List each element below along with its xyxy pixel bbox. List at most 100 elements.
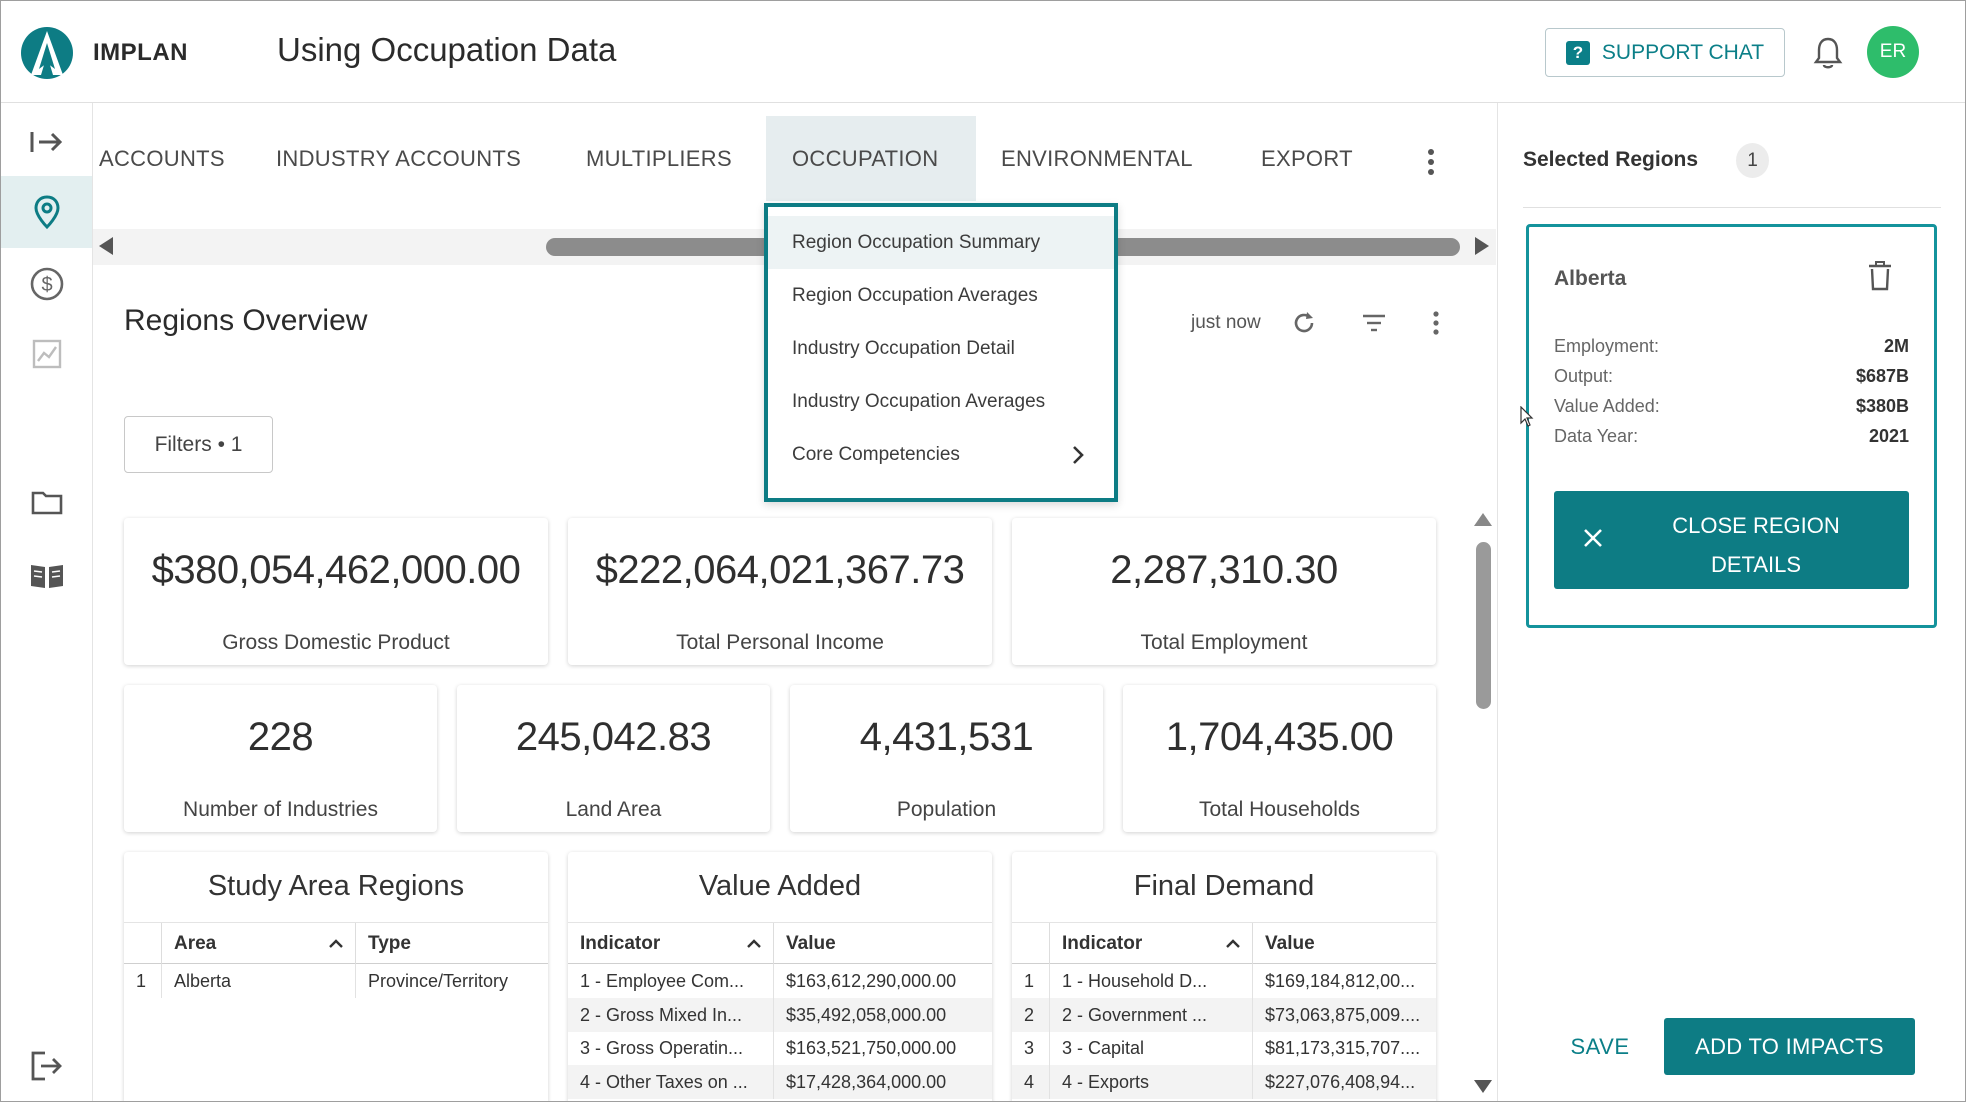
menu-item-label: Core Competencies bbox=[792, 443, 960, 465]
menu-item-industry-occupation-averages[interactable]: Industry Occupation Averages bbox=[768, 375, 1114, 428]
stat-value: 1,704,435.00 bbox=[1165, 715, 1394, 759]
stat-label: Total Households bbox=[1198, 798, 1361, 821]
user-avatar[interactable]: ER bbox=[1867, 26, 1919, 78]
cell-value: $227,076,408,94... bbox=[1265, 1071, 1416, 1092]
trash-icon[interactable] bbox=[1867, 261, 1893, 291]
results-tabs: ACCOUNTS INDUSTRY ACCOUNTS MULTIPLIERS O… bbox=[93, 116, 1496, 201]
row-number: 4 bbox=[1012, 1065, 1050, 1099]
menu-item-industry-occupation-detail[interactable]: Industry Occupation Detail bbox=[768, 322, 1114, 375]
table-row[interactable]: 4 - Other Taxes on ... $17,428,364,000.0… bbox=[568, 1065, 992, 1099]
menu-item-region-occupation-summary[interactable]: Region Occupation Summary bbox=[768, 216, 1114, 269]
nav-help-library[interactable] bbox=[1, 540, 92, 612]
sort-ascending-icon[interactable] bbox=[1226, 939, 1240, 948]
menu-item-region-occupation-averages[interactable]: Region Occupation Averages bbox=[768, 269, 1114, 322]
column-header-value[interactable]: Value bbox=[774, 923, 992, 964]
selected-regions-count-badge: 1 bbox=[1736, 143, 1769, 178]
stat-value: $222,064,021,367.73 bbox=[595, 548, 965, 592]
nav-impacts[interactable]: $ bbox=[1, 248, 92, 320]
overview-more-button[interactable] bbox=[1421, 308, 1451, 338]
study-area-regions-panel: Study Area Regions Area Type 1 Alberta P… bbox=[124, 852, 548, 1101]
table-row[interactable]: 1 Alberta Province/Territory bbox=[124, 964, 548, 998]
content-scrollbar-thumb[interactable] bbox=[1476, 542, 1491, 709]
stat-card-personal-income: $222,064,021,367.73 Total Personal Incom… bbox=[568, 518, 992, 665]
nav-results[interactable] bbox=[1, 318, 92, 390]
support-chat-button[interactable]: ? SUPPORT CHAT bbox=[1545, 28, 1785, 77]
page-title: Using Occupation Data bbox=[277, 31, 617, 68]
cell-indicator: 1 - Household D... bbox=[1050, 964, 1253, 998]
tab-occupation[interactable]: OCCUPATION bbox=[766, 116, 976, 201]
folder-icon bbox=[31, 491, 62, 515]
filters-button[interactable]: Filters • 1 bbox=[124, 416, 273, 473]
more-tabs-icon[interactable] bbox=[1425, 147, 1437, 177]
tab-environmental[interactable]: ENVIRONMENTAL bbox=[1001, 145, 1193, 171]
column-header-indicator[interactable]: Indicator bbox=[568, 923, 774, 964]
stat-value: 228 bbox=[247, 715, 314, 759]
row-number: 2 bbox=[1012, 998, 1050, 1032]
chevron-right-icon bbox=[1073, 445, 1084, 464]
column-label: Value bbox=[1265, 932, 1315, 954]
nav-regions[interactable] bbox=[1, 176, 92, 248]
menu-item-core-competencies[interactable]: Core Competencies bbox=[768, 428, 1114, 481]
nav-projects[interactable] bbox=[1, 466, 92, 538]
cell-indicator: 2 - Gross Mixed In... bbox=[568, 998, 774, 1032]
filter-button[interactable] bbox=[1359, 308, 1389, 338]
dollar-icon: $ bbox=[30, 267, 63, 301]
sort-ascending-icon[interactable] bbox=[747, 939, 761, 948]
scroll-right-icon[interactable] bbox=[1475, 237, 1489, 255]
table-row[interactable]: 3 3 - Capital $81,173,315,707.... bbox=[1012, 1031, 1436, 1065]
table-row[interactable]: 3 - Gross Operatin... $163,521,750,000.0… bbox=[568, 1031, 992, 1065]
left-nav-rail: $ bbox=[1, 103, 93, 1101]
expand-nav-button[interactable] bbox=[1, 106, 92, 178]
tab-industry-accounts[interactable]: INDUSTRY ACCOUNTS bbox=[276, 145, 522, 171]
column-header-indicator[interactable]: Indicator bbox=[1050, 923, 1253, 964]
cell-value: $35,492,058,000.00 bbox=[786, 1004, 947, 1025]
stat-label: Land Area bbox=[565, 798, 662, 821]
occupation-dropdown-menu: Region Occupation Summary Region Occupat… bbox=[764, 203, 1118, 502]
region-detail-data-year: Data Year: 2021 bbox=[1554, 426, 1909, 447]
table-row[interactable]: 2 2 - Government ... $73,063,875,009.... bbox=[1012, 998, 1436, 1032]
detail-label: Data Year: bbox=[1554, 426, 1639, 446]
scroll-down-icon[interactable] bbox=[1474, 1080, 1492, 1093]
detail-value: $687B bbox=[1855, 366, 1909, 386]
table-row[interactable]: 4 4 - Exports $227,076,408,94... bbox=[1012, 1065, 1436, 1099]
cell-indicator: 4 - Other Taxes on ... bbox=[568, 1065, 774, 1099]
cell-value: $163,521,750,000.00 bbox=[786, 1037, 957, 1058]
close-icon bbox=[1584, 529, 1602, 547]
scroll-up-icon[interactable] bbox=[1474, 513, 1492, 526]
stat-value: 4,431,531 bbox=[859, 715, 1034, 759]
cell-indicator: 3 - Gross Operatin... bbox=[568, 1031, 774, 1065]
final-demand-panel: Final Demand Indicator Value 1 1 - House… bbox=[1012, 852, 1436, 1101]
column-header-value[interactable]: Value bbox=[1253, 923, 1436, 964]
tab-export[interactable]: EXPORT bbox=[1261, 145, 1353, 171]
table-row[interactable]: 1 - Employee Com... $163,612,290,000.00 bbox=[568, 964, 992, 998]
row-number: 3 bbox=[1012, 1031, 1050, 1065]
stat-card-industries: 228 Number of Industries bbox=[124, 685, 437, 832]
logout-icon bbox=[31, 1051, 62, 1081]
cell-indicator: 3 - Capital bbox=[1050, 1031, 1253, 1065]
row-number: 1 bbox=[124, 964, 162, 998]
column-header-type[interactable]: Type bbox=[356, 923, 548, 964]
tab-multipliers[interactable]: MULTIPLIERS bbox=[586, 145, 732, 171]
scroll-left-icon[interactable] bbox=[99, 237, 113, 255]
value-added-panel: Value Added Indicator Value 1 - Employee… bbox=[568, 852, 992, 1101]
save-button[interactable]: SAVE bbox=[1570, 1034, 1630, 1059]
sort-ascending-icon[interactable] bbox=[329, 939, 343, 948]
add-to-impacts-button[interactable]: ADD TO IMPACTS bbox=[1664, 1018, 1915, 1075]
refresh-button[interactable] bbox=[1289, 308, 1319, 338]
detail-value: 2021 bbox=[1868, 426, 1909, 446]
stat-label: Gross Domestic Product bbox=[222, 631, 450, 654]
implan-logo-icon[interactable] bbox=[19, 25, 75, 81]
logout-button[interactable] bbox=[1, 1030, 92, 1101]
column-header-area[interactable]: Area bbox=[162, 923, 356, 964]
close-region-details-label: CLOSE REGION DETAILS bbox=[1672, 513, 1840, 577]
notification-bell-icon[interactable] bbox=[1808, 33, 1848, 73]
stat-card-employment: 2,287,310.30 Total Employment bbox=[1012, 518, 1436, 665]
grid-header: Indicator Value bbox=[568, 922, 992, 964]
tab-accounts[interactable]: ACCOUNTS bbox=[99, 145, 225, 171]
region-detail-output: Output: $687B bbox=[1554, 366, 1909, 387]
expand-arrow-icon bbox=[30, 132, 62, 152]
close-region-details-button[interactable]: CLOSE REGION DETAILS bbox=[1554, 491, 1909, 589]
table-row[interactable]: 1 1 - Household D... $169,184,812,00... bbox=[1012, 964, 1436, 998]
table-row[interactable]: 2 - Gross Mixed In... $35,492,058,000.00 bbox=[568, 998, 992, 1032]
